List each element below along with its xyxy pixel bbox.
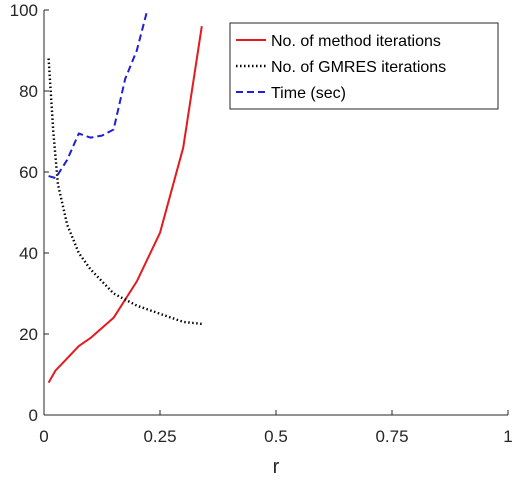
legend: No. of method iterations No. of GMRES ite… [229,22,499,110]
x-tick-label: 0 [39,427,48,446]
y-tick-label: 40 [19,244,38,263]
x-tick-label: 0.5 [264,427,288,446]
tick-layer: 0 0.25 0.5 0.75 1 0 20 40 60 80 100 [10,1,513,446]
y-tick-label: 80 [19,82,38,101]
x-tick-label: 1 [503,427,512,446]
x-axis-label: r [273,456,280,478]
legend-label-3: Time (sec) [271,85,346,102]
y-tick-label: 0 [29,406,38,425]
x-tick-label: 0.75 [375,427,408,446]
x-tick-label: 0.25 [143,427,176,446]
legend-label-2: No. of GMRES iterations [271,59,446,76]
series-line-1 [47,26,203,384]
y-tick-label: 60 [19,163,38,182]
series-layer [47,10,203,384]
y-tick-label: 100 [10,1,38,20]
legend-label-1: No. of method iterations [271,33,441,50]
series-line-2 [47,58,202,326]
y-tick-label: 20 [19,325,38,344]
legend-box [229,22,499,110]
